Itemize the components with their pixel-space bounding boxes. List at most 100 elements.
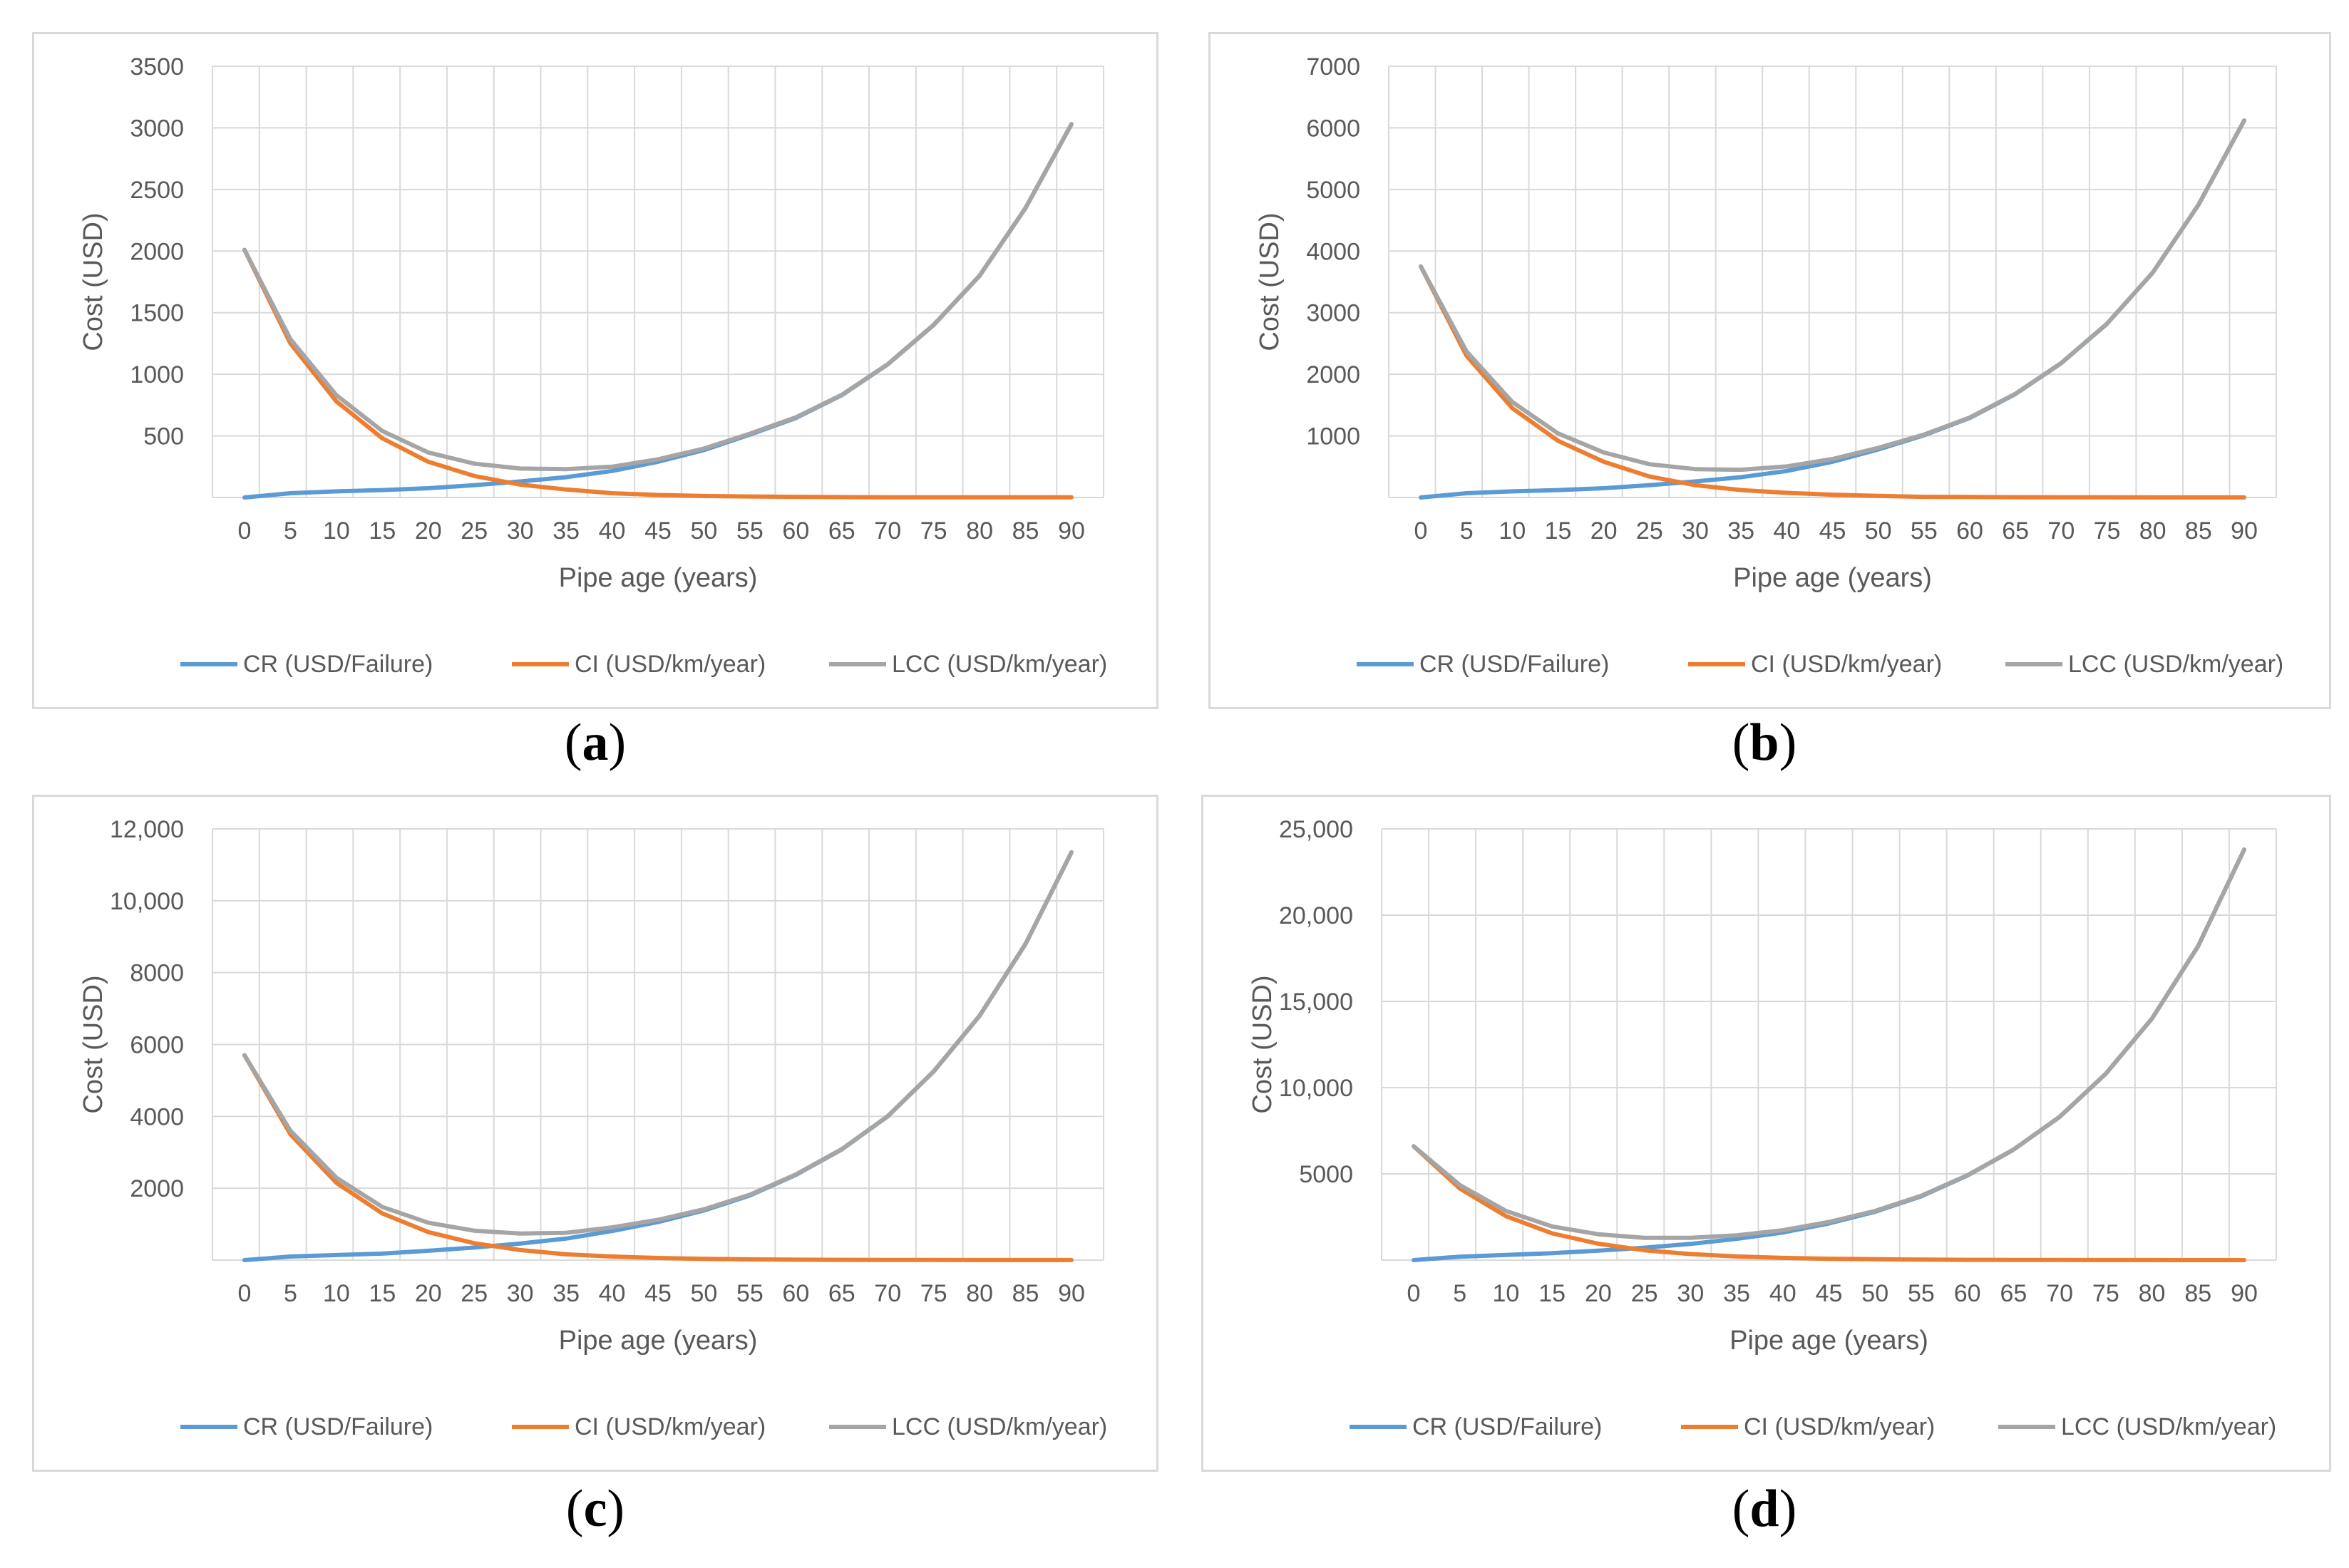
x-tick-label: 70 bbox=[874, 517, 901, 545]
x-tick-label: 0 bbox=[238, 1280, 252, 1307]
y-tick-label: 5000 bbox=[1306, 177, 1360, 204]
x-tick-label: 35 bbox=[552, 1280, 580, 1307]
x-tick-label: 60 bbox=[782, 1280, 809, 1307]
legend-label-ci: CI (USD/km/year) bbox=[1744, 1413, 1935, 1440]
x-tick-label: 75 bbox=[2092, 1280, 2119, 1307]
y-tick-label: 4000 bbox=[1306, 238, 1360, 265]
y-tick-label: 2000 bbox=[1306, 361, 1360, 388]
x-axis-title: Pipe age (years) bbox=[559, 563, 758, 593]
legend-label-lcc: LCC (USD/km/year) bbox=[2061, 1413, 2276, 1440]
x-tick-label: 35 bbox=[1723, 1280, 1750, 1307]
x-tick-label: 75 bbox=[920, 517, 947, 545]
x-tick-label: 90 bbox=[1058, 517, 1085, 545]
x-tick-label: 35 bbox=[1727, 517, 1754, 545]
caption-d-letter: d bbox=[1749, 1480, 1779, 1538]
legend-label-ci: CI (USD/km/year) bbox=[575, 1413, 766, 1440]
x-tick-label: 40 bbox=[1769, 1280, 1797, 1307]
x-tick-label: 20 bbox=[415, 1280, 442, 1307]
series-line-lcc bbox=[1412, 847, 2246, 1240]
chart-a-svg: 500 1000 1500 2000 2500 3000 3500 0 5 10 15 20 25 30 3… bbox=[78, 53, 1107, 678]
x-tick-label: 20 bbox=[1585, 1280, 1612, 1307]
x-tick-label: 10 bbox=[323, 517, 350, 545]
y-tick-label: 20,000 bbox=[1279, 902, 1353, 929]
caption-d: (d) bbox=[1732, 1480, 1797, 1538]
x-tick-label: 55 bbox=[1908, 1280, 1935, 1307]
x-tick-label: 10 bbox=[323, 1280, 350, 1307]
y-tick-label: 3500 bbox=[130, 53, 184, 81]
x-tick-label: 25 bbox=[461, 1280, 488, 1307]
x-tick-label: 85 bbox=[2185, 517, 2212, 545]
x-tick-label: 85 bbox=[1012, 1280, 1039, 1307]
x-tick-label: 70 bbox=[2046, 1280, 2073, 1307]
chart-b-svg: 1000 2000 3000 4000 5000 6000 7000 0 5 10 15 20 25 30… bbox=[1255, 53, 2283, 678]
x-tick-label: 65 bbox=[828, 517, 855, 545]
caption-b: (b) bbox=[1732, 713, 1797, 772]
x-tick-label: 60 bbox=[1956, 517, 1983, 545]
x-tick-label: 0 bbox=[238, 517, 252, 545]
x-tick-label: 30 bbox=[507, 1280, 534, 1307]
x-tick-label: 5 bbox=[284, 1280, 297, 1307]
x-tick-label: 40 bbox=[599, 1280, 626, 1307]
x-tick-label: 0 bbox=[1407, 1280, 1421, 1307]
y-tick-label: 1000 bbox=[130, 361, 184, 388]
x-tick-label: 15 bbox=[1538, 1280, 1566, 1307]
y-axis-title: Cost (USD) bbox=[78, 975, 108, 1113]
x-tick-label: 25 bbox=[461, 517, 488, 545]
chart-panel-a: 500 1000 1500 2000 2500 3000 3500 0 5 10 15 20 25 30 3… bbox=[32, 32, 1158, 709]
caption-b-letter: b bbox=[1749, 713, 1779, 772]
x-tick-label: 60 bbox=[1954, 1280, 1981, 1307]
x-tick-label: 30 bbox=[1677, 1280, 1704, 1307]
x-tick-label: 50 bbox=[1861, 1280, 1888, 1307]
x-tick-label: 80 bbox=[966, 517, 993, 545]
series-line-ci bbox=[1412, 1144, 2246, 1262]
y-tick-label: 12,000 bbox=[110, 816, 184, 843]
x-axis-title: Pipe age (years) bbox=[1733, 563, 1932, 593]
chart-c-svg: 2000 4000 6000 8000 10,000 12,000 0 5 10 15 20 25 30… bbox=[78, 816, 1107, 1440]
x-tick-label: 10 bbox=[1493, 1280, 1520, 1307]
x-tick-label: 5 bbox=[1460, 517, 1474, 545]
legend-label-cr: CR (USD/Failure) bbox=[1412, 1413, 1602, 1440]
legend-label-cr: CR (USD/Failure) bbox=[243, 1413, 433, 1440]
chart-panel-b: 1000 2000 3000 4000 5000 6000 7000 0 5 10 15 20 25 30… bbox=[1208, 32, 2331, 709]
series-line-lcc bbox=[242, 122, 1074, 472]
legend-label-lcc: LCC (USD/km/year) bbox=[2068, 651, 2283, 678]
x-tick-label: 10 bbox=[1499, 517, 1526, 545]
x-tick-label: 15 bbox=[369, 1280, 396, 1307]
x-tick-label: 80 bbox=[2139, 1280, 2166, 1307]
series-line-lcc bbox=[242, 850, 1074, 1236]
x-tick-label: 50 bbox=[691, 1280, 718, 1307]
series-line-ci bbox=[242, 1053, 1074, 1262]
x-tick-label: 45 bbox=[1819, 517, 1846, 545]
x-tick-label: 45 bbox=[644, 517, 672, 545]
series-line-ci bbox=[242, 247, 1074, 500]
x-tick-label: 20 bbox=[415, 517, 442, 545]
y-tick-label: 15,000 bbox=[1279, 989, 1353, 1016]
x-tick-label: 65 bbox=[2002, 517, 2029, 545]
series-line-lcc bbox=[1419, 118, 2246, 473]
x-tick-label: 85 bbox=[2184, 1280, 2211, 1307]
x-tick-label: 40 bbox=[599, 517, 626, 545]
x-tick-label: 70 bbox=[2047, 517, 2075, 545]
y-tick-label: 3000 bbox=[130, 115, 184, 142]
legend-label-cr: CR (USD/Failure) bbox=[1419, 651, 1609, 678]
caption-a: (a) bbox=[564, 713, 627, 772]
legend-label-ci: CI (USD/km/year) bbox=[1751, 651, 1942, 678]
x-tick-label: 70 bbox=[874, 1280, 901, 1307]
x-tick-label: 50 bbox=[691, 517, 718, 545]
x-tick-label: 60 bbox=[782, 517, 809, 545]
y-tick-label: 8000 bbox=[130, 960, 184, 987]
y-axis-title: Cost (USD) bbox=[1248, 975, 1278, 1113]
x-tick-label: 65 bbox=[2000, 1280, 2027, 1307]
y-tick-label: 2500 bbox=[130, 177, 184, 204]
y-tick-label: 6000 bbox=[130, 1032, 184, 1059]
x-tick-label: 80 bbox=[966, 1280, 993, 1307]
y-tick-label: 3000 bbox=[1306, 300, 1360, 327]
x-tick-label: 65 bbox=[828, 1280, 855, 1307]
x-tick-label: 75 bbox=[920, 1280, 947, 1307]
series-line-ci bbox=[1419, 264, 2246, 500]
x-tick-label: 80 bbox=[2139, 517, 2166, 545]
chart-d-svg: 5000 10,000 15,000 20,000 25,000 0 5 10 15 20 25 30… bbox=[1248, 816, 2277, 1440]
legend-label-cr: CR (USD/Failure) bbox=[243, 651, 433, 678]
x-tick-label: 55 bbox=[736, 1280, 764, 1307]
y-tick-label: 1500 bbox=[130, 300, 184, 327]
